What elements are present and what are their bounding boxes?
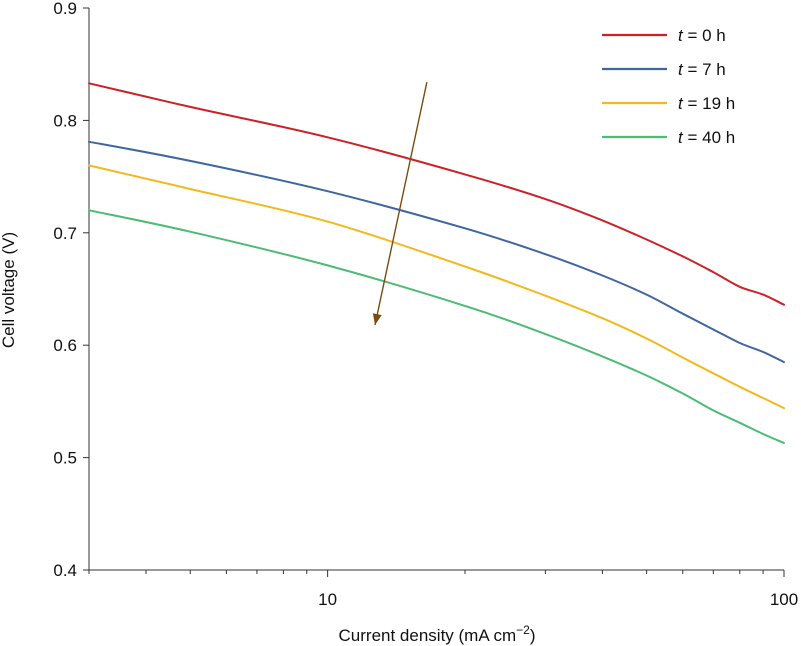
annotation-arrow-shaft xyxy=(374,82,428,326)
x-tick-label: 100 xyxy=(770,590,798,609)
x-axis-label: Current density (mA cm−2) xyxy=(339,623,536,645)
legend-label-var: t xyxy=(678,128,684,147)
series-line-2 xyxy=(88,164,785,410)
series-line-0 xyxy=(88,82,785,306)
x-axis: 10 100 xyxy=(88,570,798,609)
annotation-arrow-layer xyxy=(372,82,428,326)
plot-frame xyxy=(88,8,784,571)
legend-label-text: = 19 h xyxy=(683,94,735,113)
series-layer xyxy=(88,82,785,444)
y-tick-label: 0.6 xyxy=(53,336,77,355)
y-tick-label: 0.9 xyxy=(53,0,77,18)
x-tick-label: 10 xyxy=(318,590,337,609)
y-tick-label: 0.5 xyxy=(53,449,77,468)
y-tick-label: 0.8 xyxy=(53,111,77,130)
legend-label-text: = 7 h xyxy=(683,60,726,79)
x-axis-label-end: ) xyxy=(530,626,536,645)
legend-label-text: = 40 h xyxy=(683,128,735,147)
annotation-arrow-head xyxy=(372,313,382,325)
legend-label-var: t xyxy=(678,94,684,113)
x-axis-label-sup: −2 xyxy=(516,623,530,637)
y-tick-label: 0.4 xyxy=(53,561,77,580)
legend-label-2: t = 19 h xyxy=(678,94,735,113)
y-axis-label: Cell voltage (V) xyxy=(0,232,18,348)
legend-label-var: t xyxy=(678,26,684,45)
legend-label-1: t = 7 h xyxy=(678,60,726,79)
legend-label-var: t xyxy=(678,60,684,79)
series-line-3 xyxy=(88,209,785,444)
series-line-1 xyxy=(88,140,785,364)
legend-label-3: t = 40 h xyxy=(678,128,735,147)
y-tick-label: 0.7 xyxy=(53,224,77,243)
legend-label-text: = 0 h xyxy=(683,26,726,45)
legend-label-0: t = 0 h xyxy=(678,26,726,45)
x-axis-label-main: Current density (mA cm xyxy=(339,626,517,645)
y-axis: 0.4 0.5 0.6 0.7 0.8 0.9 xyxy=(53,0,89,580)
legend: t = 0 ht = 7 ht = 19 ht = 40 h xyxy=(602,26,735,147)
